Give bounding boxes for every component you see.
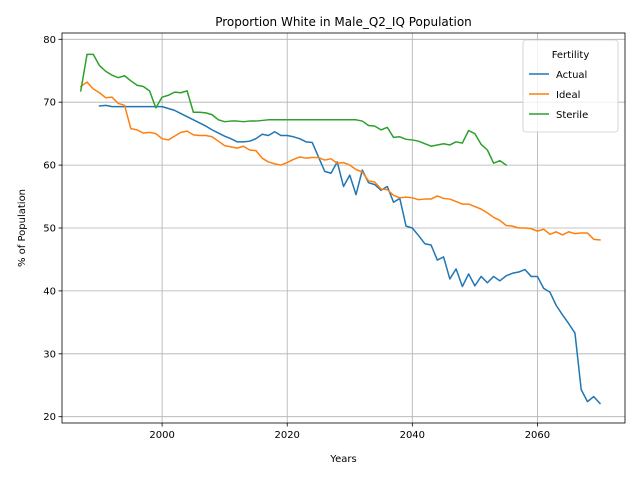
x-tick-label: 2000 <box>149 430 174 441</box>
y-tick-label: 40 <box>43 286 56 297</box>
legend-title: Fertility <box>552 50 590 61</box>
y-tick-label: 70 <box>43 98 56 109</box>
ticks: 2000 2020 2040 2060 20 30 40 50 60 70 80 <box>43 35 550 441</box>
x-tick-label: 2060 <box>525 430 550 441</box>
series-line-ideal <box>79 81 601 241</box>
legend-label-ideal: Ideal <box>556 90 580 101</box>
series-line-sterile <box>79 53 508 167</box>
legend: Fertility Actual Ideal Sterile <box>522 39 619 133</box>
legend-frame <box>522 39 619 133</box>
legend-entries: Actual Ideal Sterile <box>529 70 588 121</box>
series-group <box>79 53 602 405</box>
x-axis-label: Years <box>329 454 356 465</box>
x-tick-label: 2040 <box>400 430 425 441</box>
y-tick-label: 30 <box>43 349 56 360</box>
y-tick-label: 20 <box>43 412 56 423</box>
x-tick-label: 2020 <box>274 430 299 441</box>
legend-label-sterile: Sterile <box>556 110 588 121</box>
y-tick-label: 80 <box>43 35 56 46</box>
chart-title: Proportion White in Male_Q2_IQ Populatio… <box>215 15 472 29</box>
legend-label-actual: Actual <box>556 70 587 81</box>
y-tick-label: 60 <box>43 161 56 172</box>
series-line-actual <box>98 104 602 405</box>
y-axis-label: % of Population <box>17 189 28 267</box>
y-tick-label: 50 <box>43 224 56 235</box>
